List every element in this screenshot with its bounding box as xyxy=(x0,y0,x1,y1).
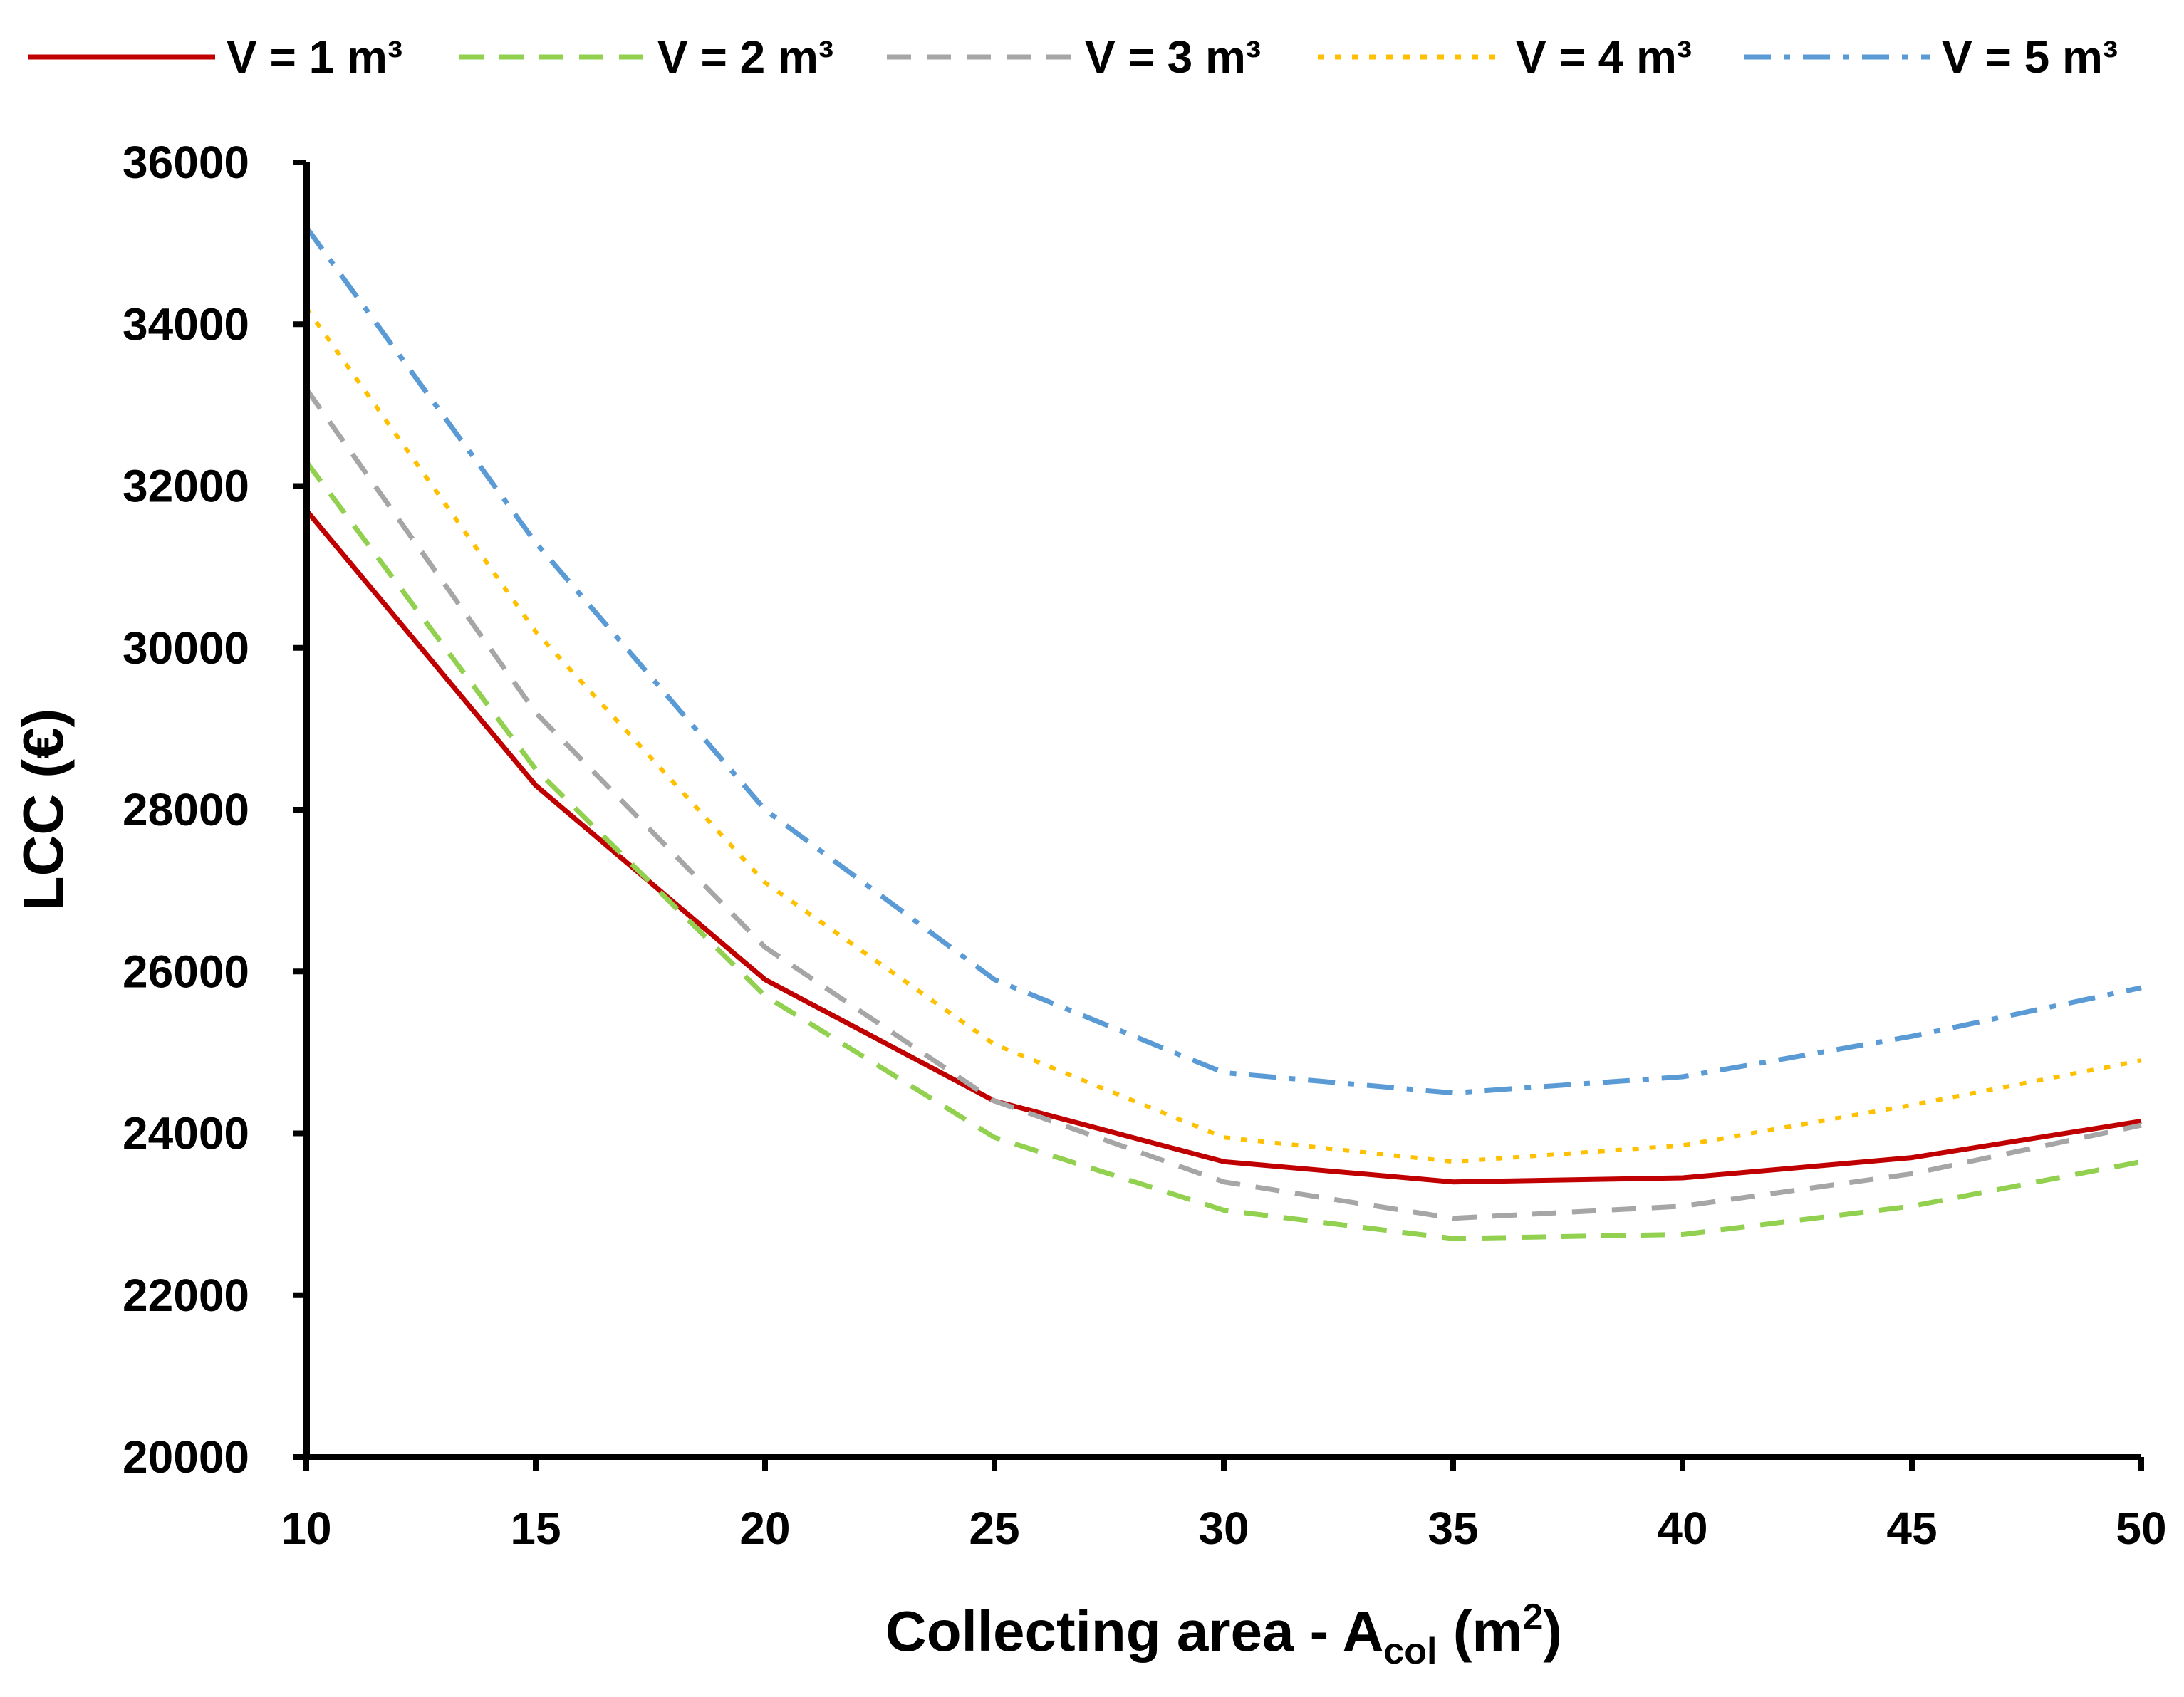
x-tick-label: 45 xyxy=(1886,1503,1937,1554)
x-axis-title-close: ) xyxy=(1543,1599,1562,1663)
legend-label-v2: V = 2 m³ xyxy=(657,31,833,83)
x-axis-title-subscript: col xyxy=(1383,1631,1437,1672)
x-tick-label: 20 xyxy=(739,1503,790,1554)
x-axis-title-main: Collecting area - A xyxy=(885,1599,1383,1663)
legend-label-v5: V = 5 m³ xyxy=(1942,31,2118,83)
x-ticks: 10 15 20 25 30 35 40 45 50 xyxy=(281,1457,2167,1554)
x-axis-title-unit: (m xyxy=(1437,1599,1523,1663)
legend-label-v3: V = 3 m³ xyxy=(1085,31,1261,83)
x-tick-label: 40 xyxy=(1657,1503,1707,1554)
x-tick-label: 15 xyxy=(510,1503,561,1554)
y-tick-label: 36000 xyxy=(123,137,249,188)
axes xyxy=(303,162,2141,1460)
y-tick-label: 28000 xyxy=(123,784,249,835)
legend-label-v1: V = 1 m³ xyxy=(227,31,402,83)
series-line-v1 xyxy=(304,508,2142,1185)
y-tick-label: 32000 xyxy=(123,461,249,512)
y-ticks: 20000 22000 24000 26000 28000 30000 32000 34000… xyxy=(123,137,306,1483)
plot-series xyxy=(304,225,2142,1241)
x-tick-label: 25 xyxy=(969,1503,1019,1554)
y-tick-label: 26000 xyxy=(123,946,249,997)
series-line-v3 xyxy=(304,387,2142,1221)
x-tick-label: 10 xyxy=(281,1503,331,1554)
x-axis-title-superscript: 2 xyxy=(1523,1597,1544,1638)
x-tick-label: 30 xyxy=(1198,1503,1249,1554)
series-line-v2 xyxy=(304,460,2142,1241)
series-line-v4 xyxy=(304,306,2142,1164)
y-tick-label: 20000 xyxy=(123,1431,249,1483)
x-tick-label: 35 xyxy=(1428,1503,1478,1554)
y-tick-label: 30000 xyxy=(123,622,249,674)
legend-label-v4: V = 4 m³ xyxy=(1516,31,1692,83)
y-tick-label: 22000 xyxy=(123,1270,249,1321)
legend: V = 1 m³ V = 2 m³ V = 3 m³ V = 4 m³ V = 5 m³ xyxy=(28,31,2118,83)
x-tick-label: 50 xyxy=(2116,1503,2166,1554)
y-tick-label: 24000 xyxy=(123,1108,249,1159)
series-line-v5 xyxy=(304,225,2142,1096)
y-tick-label: 34000 xyxy=(123,298,249,350)
y-axis-title: LCC (€) xyxy=(11,709,75,911)
x-axis-title: Collecting area - Acol (m2) xyxy=(885,1597,1562,1672)
